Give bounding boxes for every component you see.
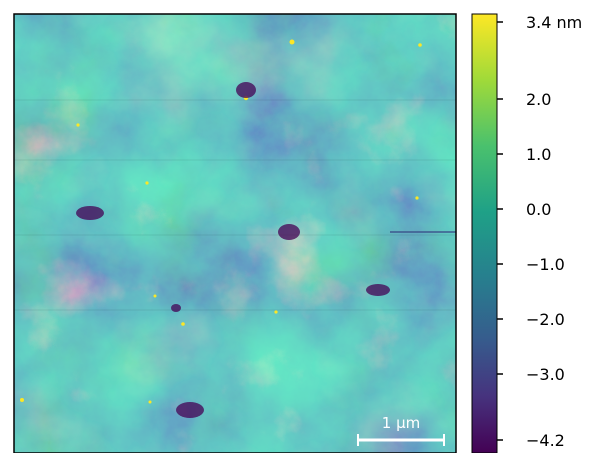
colorbar-tick-label: −4.2 <box>526 431 565 450</box>
pit-features <box>76 82 390 418</box>
particle-highlights <box>20 39 422 404</box>
colorbar: 3.4 nm 2.0 1.0 0.0 −1.0 −2.0 −3.0 −4.2 <box>471 13 582 453</box>
colorbar-gradient <box>471 13 498 453</box>
afm-height-image <box>13 13 457 453</box>
colorbar-ticks: 3.4 nm 2.0 1.0 0.0 −1.0 −2.0 −3.0 −4.2 <box>497 13 582 450</box>
colorbar-tick-label: 3.4 nm <box>526 13 582 32</box>
scale-bar: 1 μm <box>357 414 445 446</box>
colorbar-tick-label: 2.0 <box>526 90 551 109</box>
colorbar-tick-label: −3.0 <box>526 365 565 384</box>
colorbar-tick-label: 1.0 <box>526 145 551 164</box>
scale-bar-label: 1 μm <box>382 414 420 432</box>
colorbar-tick-label: −1.0 <box>526 255 565 274</box>
colorbar-tick-label: 0.0 <box>526 200 551 219</box>
colorbar-tick-label: −2.0 <box>526 310 565 329</box>
